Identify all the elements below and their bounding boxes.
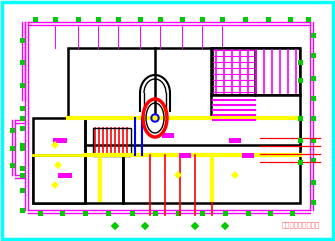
Bar <box>9 146 14 150</box>
Bar <box>82 210 87 215</box>
Polygon shape <box>51 181 59 189</box>
Polygon shape <box>141 222 149 230</box>
Bar <box>19 142 24 147</box>
Bar <box>137 16 142 21</box>
Bar <box>311 33 316 38</box>
Bar <box>179 153 191 158</box>
Bar <box>19 106 24 111</box>
Bar <box>200 16 204 21</box>
Bar <box>180 16 185 21</box>
Bar <box>311 53 316 58</box>
Bar <box>152 210 157 215</box>
Bar <box>38 210 43 215</box>
Polygon shape <box>191 222 199 230</box>
Polygon shape <box>174 171 182 179</box>
Bar <box>19 38 24 42</box>
Bar <box>289 210 294 215</box>
Bar <box>211 155 300 203</box>
Bar <box>297 160 303 165</box>
Bar <box>311 75 316 80</box>
Bar <box>311 200 316 205</box>
Polygon shape <box>191 222 199 230</box>
Bar <box>176 210 181 215</box>
Bar <box>116 16 121 21</box>
Bar <box>311 180 316 185</box>
Polygon shape <box>221 222 229 230</box>
Bar <box>19 146 24 150</box>
Bar <box>311 115 316 120</box>
Polygon shape <box>54 161 62 169</box>
Bar <box>60 210 65 215</box>
Bar <box>229 138 241 142</box>
Bar <box>93 128 131 156</box>
Bar <box>58 173 72 178</box>
Bar <box>9 127 14 133</box>
Bar <box>243 16 248 21</box>
Bar <box>213 48 300 95</box>
Text: 图中尺寸以现场为准: 图中尺寸以现场为准 <box>282 222 320 228</box>
Bar <box>33 118 123 203</box>
Bar <box>157 16 162 21</box>
Polygon shape <box>111 222 119 230</box>
Bar <box>19 126 24 130</box>
Bar <box>311 95 316 100</box>
Bar <box>53 138 67 142</box>
Bar <box>19 208 24 213</box>
Polygon shape <box>161 106 169 114</box>
Bar <box>53 16 58 21</box>
Polygon shape <box>51 141 59 149</box>
Bar <box>242 153 254 158</box>
Bar <box>219 16 224 21</box>
Circle shape <box>151 114 159 122</box>
Bar <box>200 210 204 215</box>
Bar <box>246 210 251 215</box>
Bar <box>297 115 303 120</box>
Bar <box>297 78 303 82</box>
Bar <box>162 133 174 138</box>
Bar <box>19 187 24 193</box>
Bar <box>19 166 24 170</box>
Bar <box>266 16 270 21</box>
Bar <box>33 155 85 203</box>
Bar <box>311 158 316 162</box>
Bar <box>222 210 227 215</box>
Bar <box>32 16 38 21</box>
Bar <box>95 16 100 21</box>
Bar <box>85 118 300 155</box>
Polygon shape <box>221 222 229 230</box>
Bar <box>68 48 300 148</box>
Polygon shape <box>111 222 119 230</box>
Bar <box>9 162 14 167</box>
Bar <box>268 210 272 215</box>
Bar <box>106 210 111 215</box>
Bar <box>306 16 311 21</box>
Bar <box>297 60 303 65</box>
Bar <box>19 115 24 120</box>
Polygon shape <box>231 171 239 179</box>
Bar <box>19 173 24 178</box>
Circle shape <box>153 116 157 120</box>
Bar <box>75 16 80 21</box>
Bar <box>130 210 134 215</box>
Bar <box>311 138 316 142</box>
Bar <box>123 155 211 203</box>
Bar <box>19 82 24 87</box>
Polygon shape <box>141 222 149 230</box>
Bar <box>297 138 303 142</box>
Bar <box>19 60 24 65</box>
Bar <box>287 16 292 21</box>
